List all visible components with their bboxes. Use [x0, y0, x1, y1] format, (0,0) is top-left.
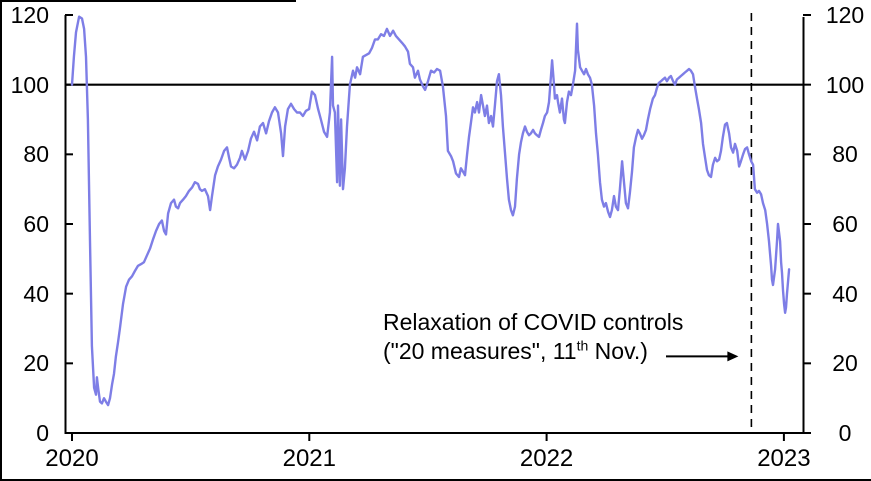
x-axis-tick-label-2023: 2023 — [757, 445, 811, 472]
x-axis-tick-label-2020: 2020 — [45, 445, 99, 472]
y-axis-tick-label-right-100: 100 — [825, 71, 865, 98]
screenshot-border-left — [0, 0, 2, 481]
y-axis-tick-label-left-0: 0 — [36, 420, 49, 446]
y-axis-tick-label-left-40: 40 — [23, 280, 49, 307]
y-axis-tick-label-right-0: 0 — [838, 420, 852, 446]
y-axis-tick-label-left-60: 60 — [23, 211, 49, 237]
screenshot-border-bottom — [0, 479, 871, 481]
y-axis-tick-label-left-80: 80 — [23, 141, 49, 168]
axes-frame — [64, 14, 811, 441]
screenshot-border-top — [0, 0, 296, 2]
annotation-line2: ("20 measures", 11th Nov.) — [383, 337, 648, 364]
x-axis-tick-label-2022: 2022 — [519, 445, 574, 472]
annotation-line1: Relaxation of COVID controls — [383, 309, 684, 335]
annotation-arrow — [666, 351, 739, 362]
y-axis-tick-label-right-60: 60 — [832, 211, 858, 237]
x-axis-tick-label-2021: 2021 — [282, 445, 336, 472]
y-axis-tick-label-left-20: 20 — [23, 350, 49, 377]
superscript-th: th — [576, 337, 589, 354]
y-axis-tick-label-left-120: 120 — [10, 2, 49, 28]
y-axis-tick-label-right-120: 120 — [825, 2, 865, 28]
activity-index-line — [70, 15, 791, 407]
y-axis-tick-label-left-100: 100 — [10, 71, 49, 98]
y-axis-tick-label-right-20: 20 — [832, 350, 858, 377]
annotation-text: Relaxation of COVID controls ("20 measur… — [383, 308, 683, 366]
y-axis-tick-label-right-40: 40 — [832, 280, 858, 307]
y-axis-tick-label-right-80: 80 — [832, 141, 858, 168]
